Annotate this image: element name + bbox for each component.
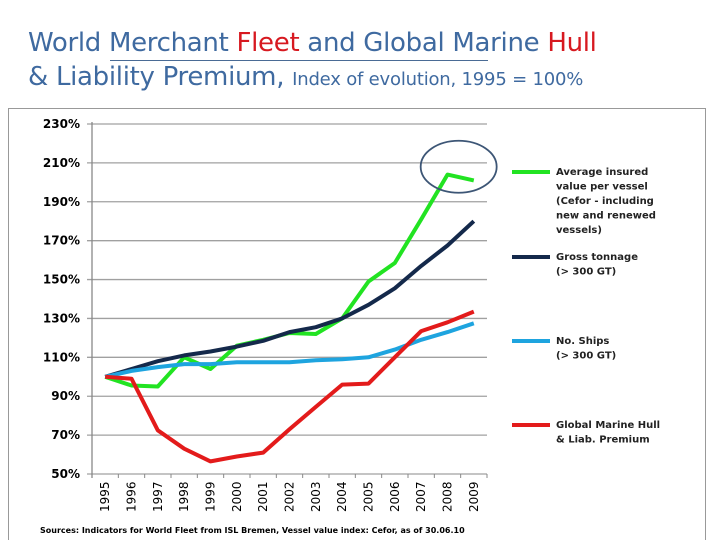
legend-label: Average insured — [556, 167, 648, 178]
title-part: & Liability Premium, — [28, 62, 285, 92]
y-tick-label: 170% — [43, 234, 80, 248]
legend-label: vessels) — [556, 225, 602, 236]
title-part: and Global Marine — [299, 28, 548, 58]
legend-label: value per vessel — [556, 182, 648, 193]
source-note: Sources: Indicators for World Fleet from… — [40, 526, 465, 535]
legend-label: Gross tonnage — [556, 252, 638, 263]
legend-label: & Liab. Premium — [556, 435, 650, 446]
x-tick-label: 2002 — [283, 481, 297, 512]
subtitle: Index of evolution, 1995 = 100% — [292, 69, 584, 90]
y-tick-label: 230% — [43, 117, 80, 131]
x-tick-label: 2008 — [441, 481, 455, 512]
x-tick-label: 2009 — [467, 481, 481, 512]
y-tick-label: 50% — [51, 467, 80, 481]
y-tick-label: 110% — [43, 350, 80, 364]
series-line — [105, 309, 475, 464]
title-line-1: World Merchant Fleet and Global Marine H… — [28, 26, 597, 60]
x-tick-label: 1996 — [125, 481, 139, 512]
x-tick-label: 2001 — [256, 481, 270, 512]
legend-label: (> 300 GT) — [556, 267, 616, 278]
x-tick-label: 2005 — [362, 481, 376, 512]
legend-label: (> 300 GT) — [556, 351, 616, 362]
y-tick-label: 70% — [51, 428, 80, 442]
x-tick-label: 1999 — [204, 481, 218, 512]
slide-title: World Merchant Fleet and Global Marine H… — [28, 26, 597, 97]
x-tick-label: 2007 — [414, 481, 428, 512]
y-tick-label: 150% — [43, 273, 80, 287]
x-tick-label: 1997 — [151, 481, 165, 512]
y-tick-label: 130% — [43, 311, 80, 325]
legend-label: (Cefor - including — [556, 196, 654, 207]
legend-label: Global Marine Hull — [556, 420, 660, 431]
x-tick-label: 2003 — [309, 481, 323, 512]
y-tick-label: 210% — [43, 156, 80, 170]
x-tick-label: 2006 — [388, 481, 402, 512]
chart-frame — [8, 108, 706, 540]
x-tick-label: 1995 — [98, 481, 112, 512]
title-underline — [110, 60, 488, 61]
x-tick-label: 1998 — [177, 481, 191, 512]
series-line — [104, 219, 476, 379]
x-tick-label: 2000 — [230, 481, 244, 512]
highlight-ellipse — [419, 139, 498, 194]
legend-label: No. Ships — [556, 336, 609, 347]
title-part: World Merchant — [28, 28, 237, 58]
series-line — [104, 321, 475, 379]
title-highlight-fleet: Fleet — [236, 28, 300, 58]
y-tick-label: 90% — [51, 389, 80, 403]
title-line-2: & Liability Premium, Index of evolution,… — [28, 60, 597, 97]
title-highlight-hull: Hull — [547, 28, 597, 58]
x-tick-label: 2004 — [335, 481, 349, 512]
legend-label: new and renewed — [556, 211, 656, 222]
y-tick-label: 190% — [43, 195, 80, 209]
